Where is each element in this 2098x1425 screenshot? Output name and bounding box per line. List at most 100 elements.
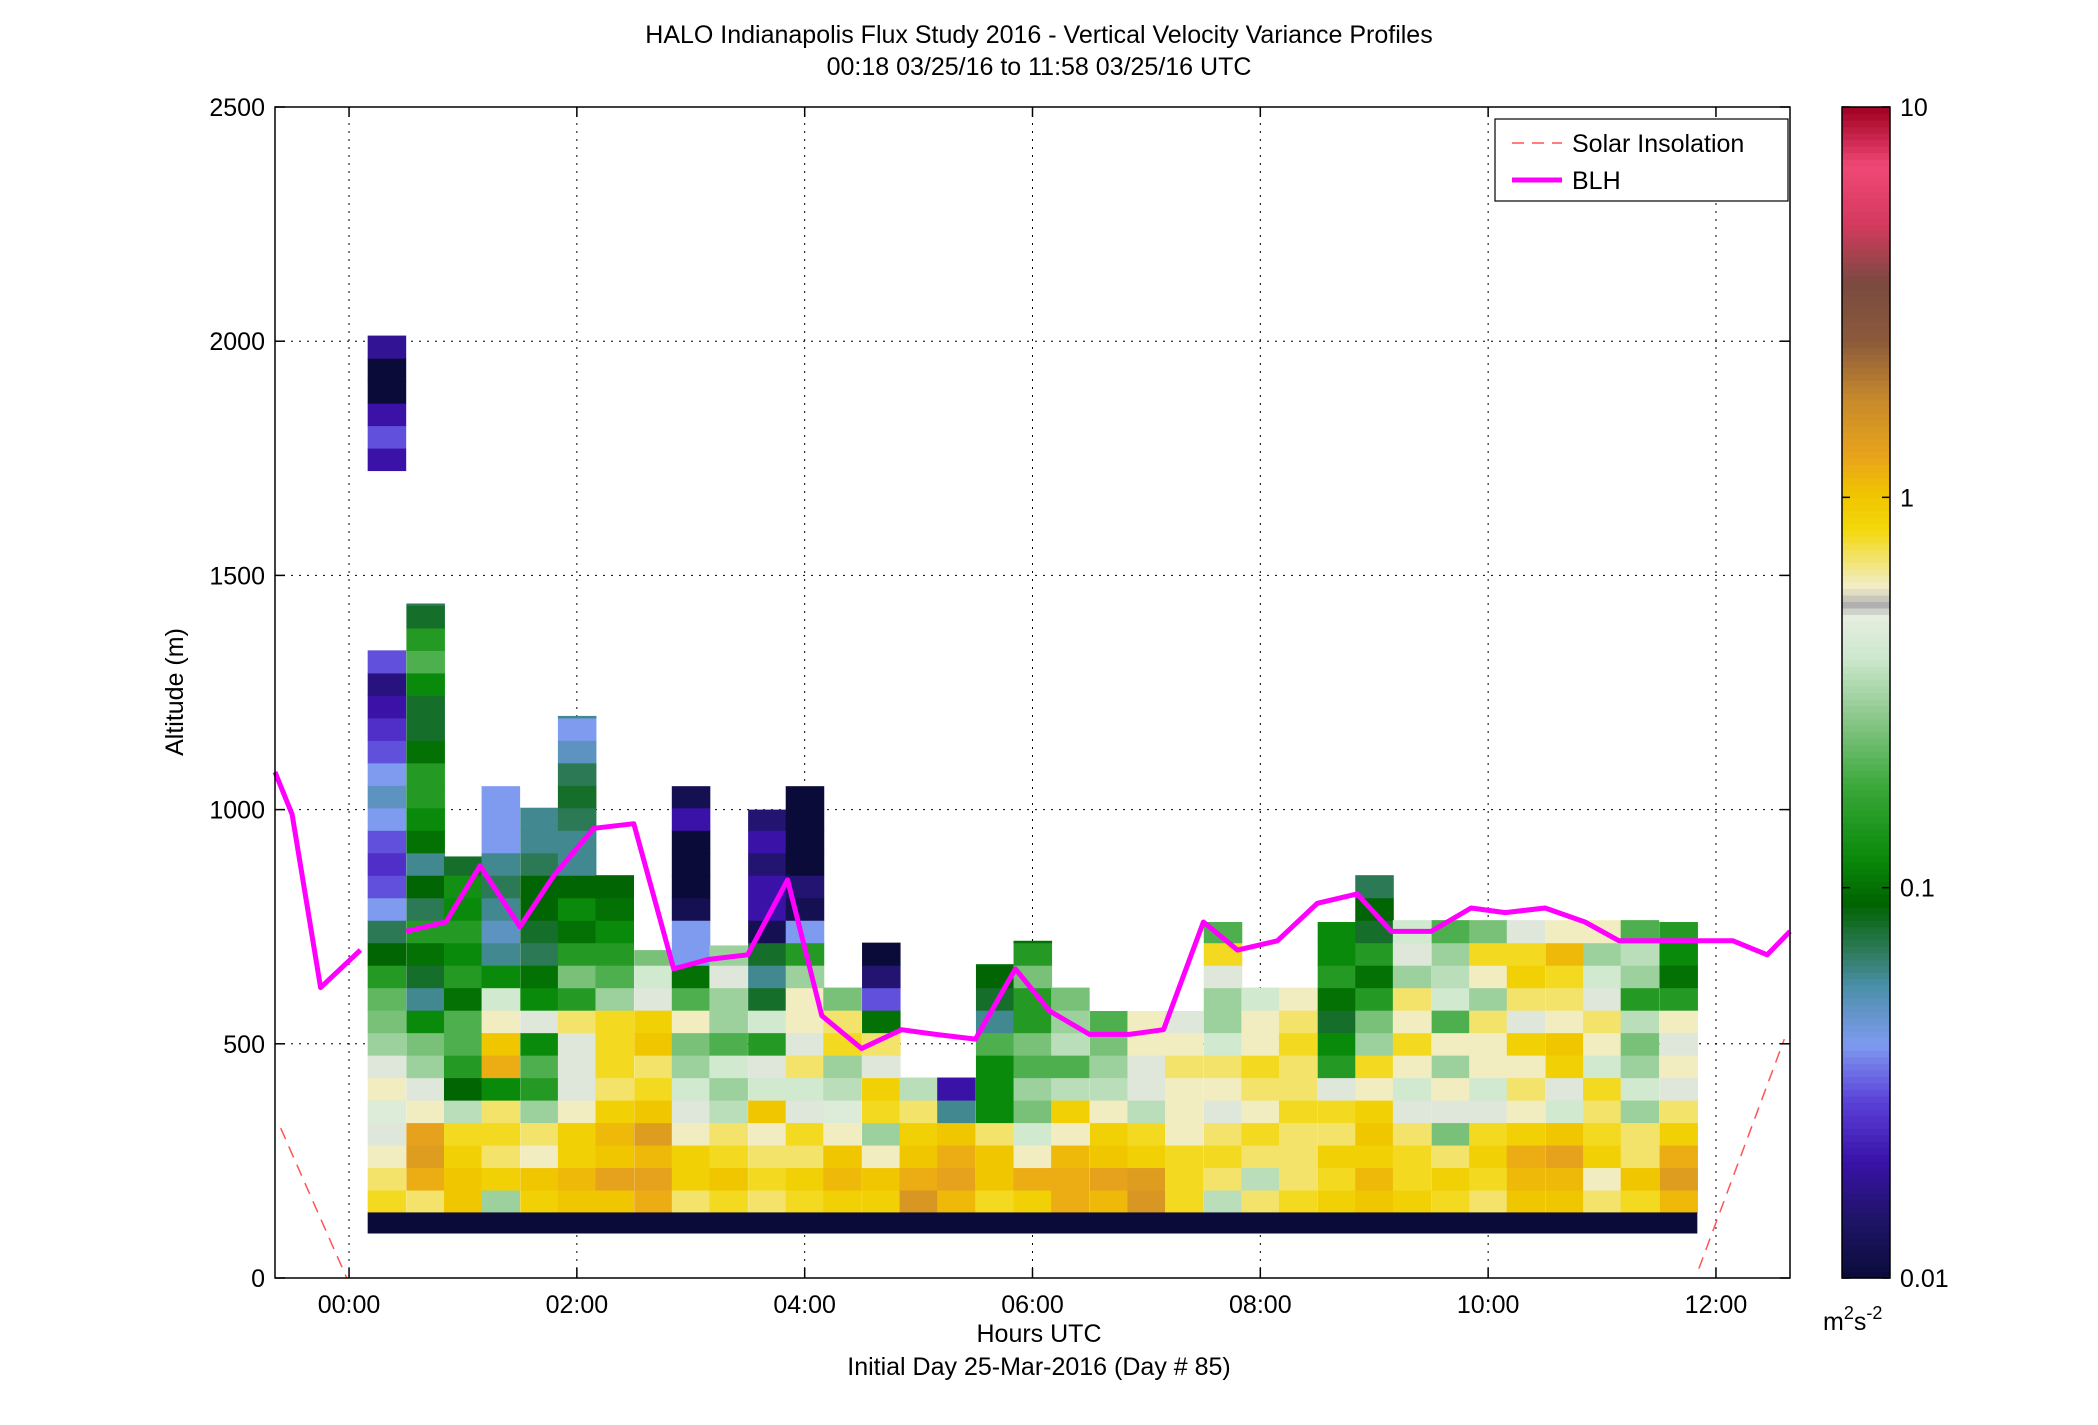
heatmap-cell — [1583, 942, 1622, 966]
heatmap-cell — [1051, 1189, 1090, 1214]
heatmap-cell — [975, 964, 1015, 966]
colorbar-frame — [1841, 106, 1891, 1279]
colorbar — [1842, 107, 1890, 1279]
heatmap-cell — [367, 942, 407, 966]
colorbar-segment — [1842, 868, 1890, 876]
heatmap-cell — [406, 942, 445, 966]
heatmap-cell — [1469, 920, 1508, 944]
heatmap-cell — [1165, 1055, 1204, 1079]
colorbar-segment — [1842, 1258, 1890, 1266]
heatmap-cell — [748, 1167, 787, 1191]
heatmap-cell — [406, 987, 445, 1011]
heatmap-cell — [1317, 1189, 1357, 1214]
heatmap-cell — [1620, 1055, 1660, 1079]
heatmap-cell — [1620, 1077, 1660, 1101]
heatmap-cell — [1203, 1010, 1243, 1034]
colorbar-segment — [1842, 523, 1890, 531]
y-tick-label: 1500 — [209, 562, 265, 590]
colorbar-segment — [1842, 646, 1890, 655]
colorbar-segment — [1842, 347, 1890, 355]
heatmap-cell — [748, 1032, 787, 1056]
heatmap-cell — [1392, 1055, 1432, 1079]
heatmap-cell — [1127, 1144, 1166, 1169]
heatmap-cell — [823, 1167, 862, 1191]
heatmap-cell — [785, 1010, 825, 1034]
colorbar-segment — [1842, 659, 1890, 668]
heatmap-cell — [1165, 1167, 1204, 1191]
heatmap-cell — [1317, 1077, 1357, 1101]
heatmap-cell — [1013, 1189, 1053, 1214]
x-axis-label: Hours UTC — [976, 1320, 1101, 1348]
heatmap-cell — [367, 1032, 407, 1056]
heatmap-cell — [1051, 1055, 1090, 1079]
heatmap-cell — [367, 380, 407, 404]
heatmap-cell — [520, 807, 559, 831]
heatmap-cell — [862, 1055, 901, 1079]
x-tick-label: 08:00 — [1229, 1291, 1292, 1319]
heatmap-cell — [406, 650, 445, 674]
colorbar-segment — [1842, 497, 1890, 505]
colorbar-segment — [1842, 920, 1890, 928]
heatmap-cell — [406, 672, 445, 696]
heatmap-cell — [634, 1032, 673, 1056]
colorbar-ticks: 0.01 0.1 1 10 — [1842, 94, 1949, 1293]
colorbar-segment — [1842, 1043, 1890, 1051]
heatmap-cell — [481, 807, 521, 831]
heatmap-cell — [862, 1144, 901, 1169]
colorbar-segment — [1842, 191, 1890, 199]
heatmap-cell — [634, 950, 673, 966]
colorbar-segment — [1842, 250, 1890, 258]
legend-blh-label: BLH — [1572, 167, 1621, 195]
heatmap-cell — [406, 1010, 445, 1034]
y-axis-label: Altitude (m) — [161, 628, 189, 756]
colorbar-segment — [1842, 133, 1890, 141]
colorbar-tick-label: 10 — [1900, 94, 1928, 122]
colorbar-segment — [1842, 107, 1890, 115]
heatmap-cell — [1620, 942, 1660, 966]
heatmap-cell — [1545, 920, 1585, 944]
heatmap-cell — [595, 1167, 635, 1191]
heatmap-cell — [406, 1100, 445, 1124]
colorbar-segment — [1842, 594, 1890, 603]
heatmap-cell — [367, 695, 407, 719]
heatmap-cell — [481, 987, 521, 1011]
colorbar-segment — [1842, 699, 1890, 707]
heatmap-cell — [671, 965, 711, 989]
colorbar-segment — [1842, 321, 1890, 329]
colorbar-segment — [1842, 542, 1890, 550]
colorbar-segment — [1842, 1225, 1890, 1234]
heatmap-cell — [1241, 1010, 1280, 1034]
heatmap-cell — [443, 942, 483, 966]
heatmap-cell — [1203, 1122, 1243, 1146]
colorbar-segment — [1842, 1141, 1890, 1149]
heatmap-cell — [1392, 1077, 1432, 1101]
heatmap-cell — [785, 852, 825, 876]
heatmap-cell — [557, 1032, 597, 1056]
colorbar-segment — [1842, 887, 1890, 895]
heatmap-cell — [862, 987, 901, 1011]
heatmap-cell — [1355, 1122, 1394, 1146]
heatmap-cell — [748, 1077, 787, 1101]
heatmap-cell — [443, 1144, 483, 1169]
heatmap-cell — [899, 1077, 939, 1101]
colorbar-segment — [1842, 653, 1890, 661]
heatmap-cell — [406, 605, 445, 629]
heatmap-cell — [1583, 1077, 1622, 1101]
heatmap-cell — [634, 1144, 673, 1169]
heatmap-cell — [1051, 1077, 1090, 1101]
heatmap-cell — [709, 987, 748, 1011]
heatmap-cell — [595, 942, 635, 966]
heatmap-cell — [443, 1032, 483, 1056]
heatmap-cell — [1127, 1032, 1166, 1056]
heatmap-cell — [1659, 1189, 1698, 1214]
heatmap-cell — [1431, 1144, 1471, 1169]
colorbar-segment — [1842, 848, 1890, 856]
heatmap-cell — [1165, 1144, 1204, 1169]
heatmap-cell — [481, 1010, 521, 1034]
colorbar-segment — [1842, 113, 1890, 121]
heatmap-cell — [634, 987, 673, 1011]
chart-title: HALO Indianapolis Flux Study 2016 - Vert… — [645, 21, 1432, 49]
colorbar-segment — [1842, 399, 1890, 407]
heatmap-cell — [367, 875, 407, 899]
heatmap-cell — [634, 1010, 673, 1034]
